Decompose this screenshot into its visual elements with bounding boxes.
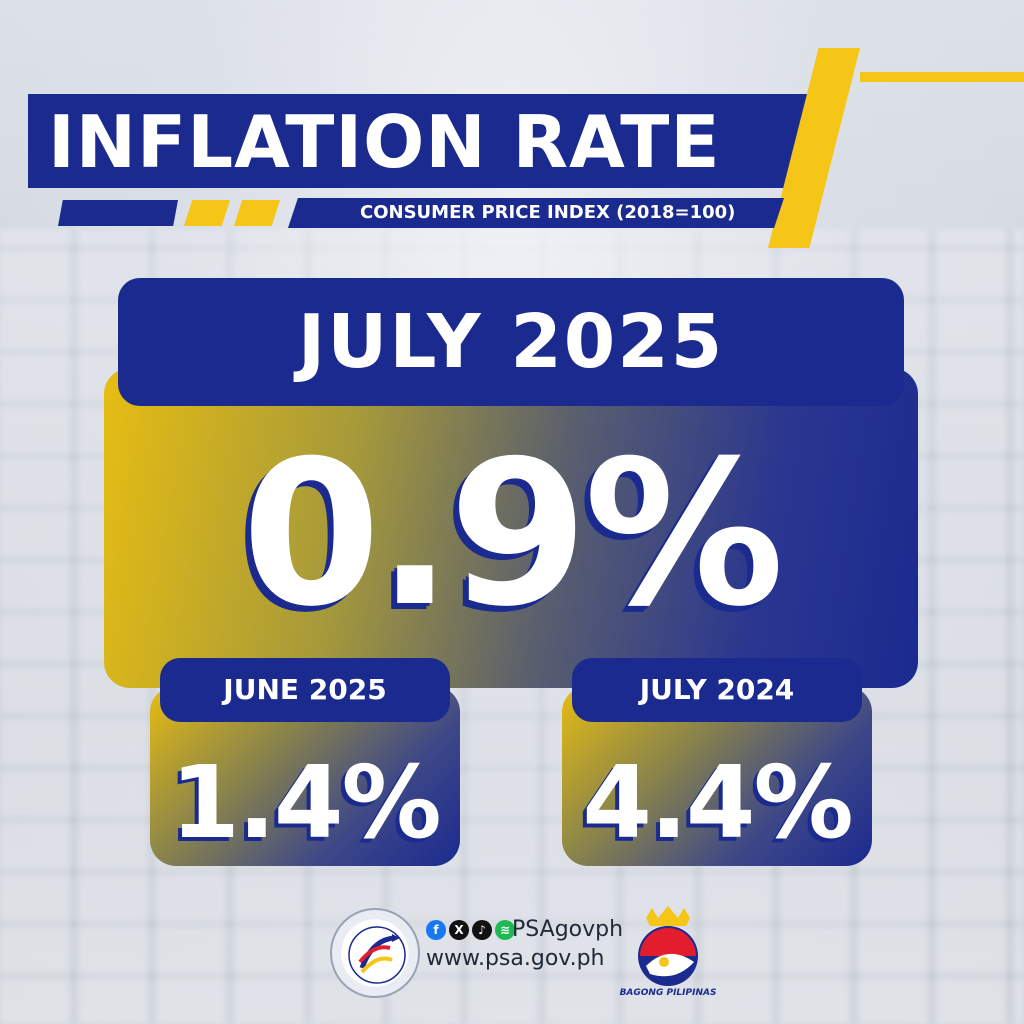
comparison-rate-value: 1.4% <box>170 744 441 861</box>
main-period-banner <box>118 278 904 406</box>
psa-seal-logo <box>330 908 420 998</box>
page-subtitle: CONSUMER PRICE INDEX (2018=100) <box>360 202 736 223</box>
accent-line <box>860 72 1024 82</box>
social-handle[interactable]: PSAgovph <box>512 917 624 942</box>
website-link[interactable]: www.psa.gov.ph <box>426 946 605 971</box>
tiktok-icon[interactable]: ♪ <box>472 920 492 940</box>
main-rate-value: 0.9% <box>241 418 785 651</box>
spotify-icon[interactable]: ≋ <box>495 920 515 940</box>
comparison-period-banner <box>160 658 450 722</box>
title-banner <box>28 94 818 188</box>
page-title: INFLATION RATE <box>48 100 721 184</box>
main-period-label: JULY 2025 <box>297 299 725 385</box>
partner-logo-text: BAGONG PILIPINAS <box>619 988 717 998</box>
x-icon[interactable]: X <box>449 920 469 940</box>
subtitle-accent-stripe <box>184 200 230 226</box>
bagong-pilipinas-logo <box>616 904 720 1004</box>
comparison-rate-value: 4.4% <box>582 744 853 861</box>
facebook-icon[interactable]: f <box>426 920 446 940</box>
subtitle-accent-stripe <box>234 200 280 226</box>
main-rate-card <box>104 368 918 688</box>
comparison-period-label: JULY 2024 <box>639 673 795 706</box>
comparison-period-banner <box>572 658 862 722</box>
subtitle-accent-bar <box>58 200 178 226</box>
subtitle-banner <box>288 198 784 228</box>
social-icons: f X ♪ ≋ <box>426 920 515 942</box>
comparison-period-label: JUNE 2025 <box>223 673 387 706</box>
